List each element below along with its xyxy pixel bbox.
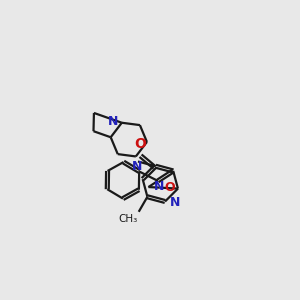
Text: O: O [134, 137, 146, 151]
Text: N: N [132, 160, 142, 173]
Text: N: N [153, 180, 164, 193]
Text: CH₃: CH₃ [118, 214, 137, 224]
Text: N: N [108, 115, 118, 128]
Text: N: N [170, 196, 180, 208]
Text: O: O [165, 181, 175, 194]
